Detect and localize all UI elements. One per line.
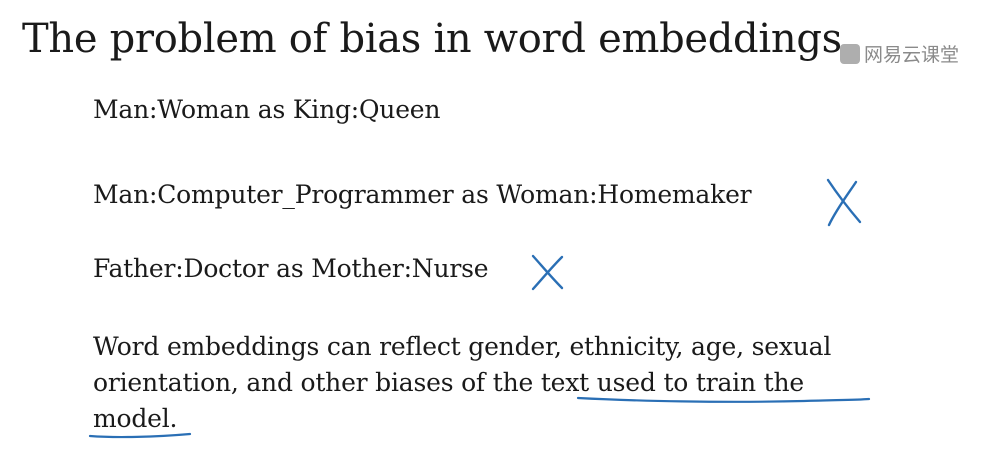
watermark-logo-icon: [840, 43, 860, 64]
paragraph-line-3: model.: [93, 404, 178, 433]
underlined-phrase: text used to train the: [540, 368, 804, 397]
paragraph-line-2: orientation, and other biases of the tex…: [93, 365, 831, 401]
bias-paragraph: Word embeddings can reflect gender, ethn…: [93, 329, 831, 437]
analogy-programmer-homemaker: Man:Computer_Programmer as Woman:Homemak…: [93, 180, 752, 209]
slide-title: The problem of bias in word embeddings: [22, 16, 842, 62]
watermark: 网易云课堂: [840, 40, 959, 67]
analogy-king-queen: Man:Woman as King:Queen: [93, 95, 441, 124]
watermark-text: 网易云课堂: [864, 44, 960, 66]
analogy-doctor-nurse: Father:Doctor as Mother:Nurse: [93, 254, 489, 283]
cross-mark-icon: [531, 254, 564, 291]
paragraph-line-2-plain: orientation, and other biases of the: [93, 368, 541, 397]
paragraph-line-1: Word embeddings can reflect gender, ethn…: [93, 332, 832, 361]
cross-mark-icon: [826, 178, 862, 227]
